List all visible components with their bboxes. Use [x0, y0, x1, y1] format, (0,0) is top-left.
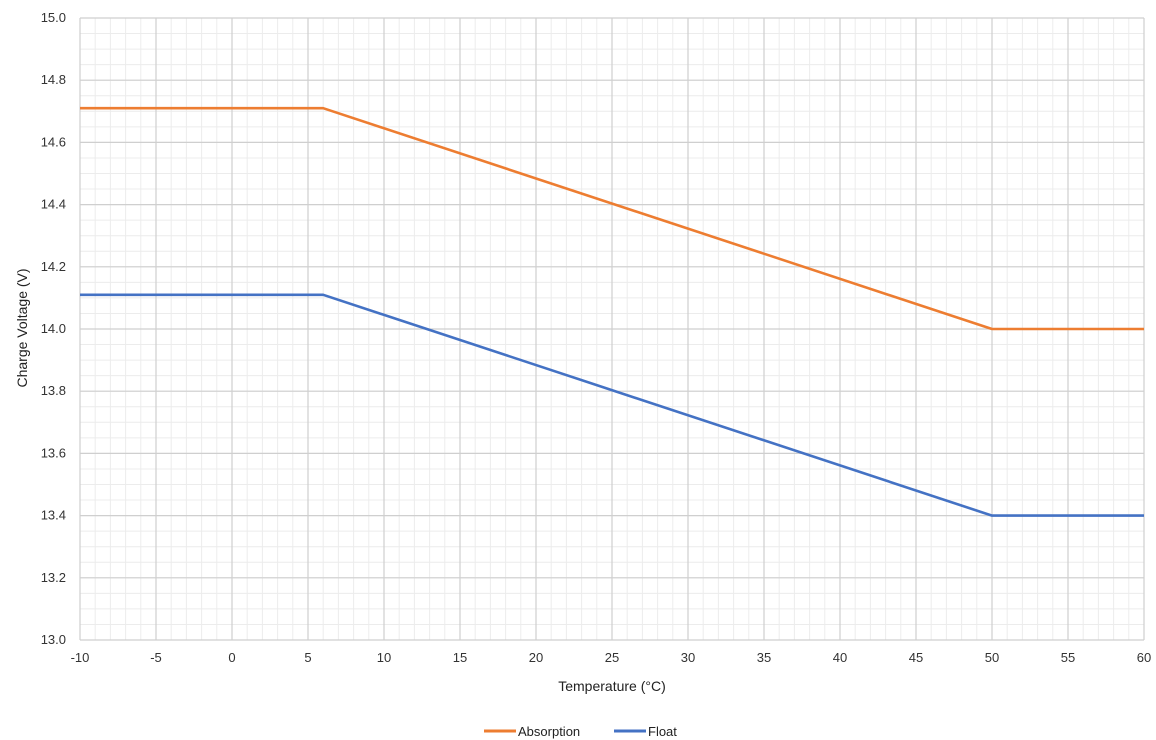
y-tick-label: 14.0 — [41, 321, 66, 336]
x-tick-label: 5 — [304, 650, 311, 665]
x-tick-label: 10 — [377, 650, 391, 665]
y-tick-label: 13.2 — [41, 570, 66, 585]
x-tick-labels: -10 -5 0 5 10 15 20 25 30 35 40 45 50 55 60 — [71, 650, 1152, 665]
x-tick-label: 0 — [228, 650, 235, 665]
series-line-float — [80, 293, 1144, 517]
y-tick-label: 13.8 — [41, 383, 66, 398]
y-tick-label: 13.6 — [41, 445, 66, 460]
series-lines — [80, 106, 1144, 517]
y-tick-label: 13.0 — [41, 632, 66, 647]
x-tick-label: 50 — [985, 650, 999, 665]
x-axis-title: Temperature (°C) — [558, 678, 666, 694]
x-tick-label: 30 — [681, 650, 695, 665]
x-tick-label: 60 — [1137, 650, 1151, 665]
legend-label-absorption: Absorption — [518, 724, 580, 739]
legend-label-float: Float — [648, 724, 677, 739]
x-tick-label: 15 — [453, 650, 467, 665]
legend: Absorption Float — [484, 724, 677, 739]
x-tick-label: 40 — [833, 650, 847, 665]
y-tick-label: 14.6 — [41, 134, 66, 149]
y-axis-title: Charge Voltage (V) — [14, 268, 30, 387]
x-tick-label: -10 — [71, 650, 90, 665]
y-tick-label: 15.0 — [41, 10, 66, 25]
y-tick-label: 14.4 — [41, 197, 66, 212]
y-tick-label: 13.4 — [41, 508, 66, 523]
y-tick-labels: 13.0 13.2 13.4 13.6 13.8 14.0 14.2 14.4 14.6 14.8… — [41, 10, 66, 647]
x-tick-label: 35 — [757, 650, 771, 665]
series-line-absorption — [80, 106, 1144, 331]
y-tick-label: 14.2 — [41, 259, 66, 274]
x-tick-label: 45 — [909, 650, 923, 665]
x-tick-label: 20 — [529, 650, 543, 665]
x-tick-label: 55 — [1061, 650, 1075, 665]
y-tick-label: 14.8 — [41, 72, 66, 87]
x-tick-label: 25 — [605, 650, 619, 665]
x-tick-label: -5 — [150, 650, 162, 665]
